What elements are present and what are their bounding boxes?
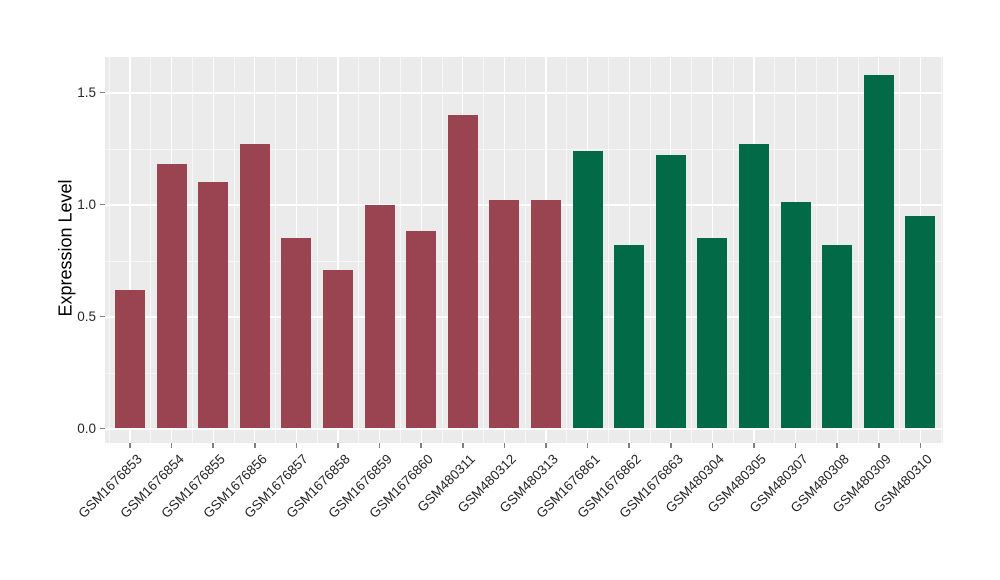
bar [905,215,936,429]
bar [156,164,187,429]
gridline-minor-x [732,57,734,443]
bar [739,144,769,429]
x-axis-tick [420,443,422,448]
bar [572,150,603,429]
bar [780,202,811,429]
bar [281,238,312,429]
gridline-minor-y [105,260,943,262]
x-axis-tick [378,443,381,448]
y-axis-tick [100,203,105,206]
x-axis-tick [462,443,464,448]
gridline-minor-x [358,57,360,443]
x-axis-tick [628,443,630,448]
bar [489,200,520,429]
gridline-major-y [105,427,943,430]
x-axis-tick [295,443,298,448]
bar [406,231,437,429]
bar [863,74,894,429]
gridline-minor-x [857,57,859,443]
gridline-minor-x [275,57,277,443]
x-axis-tick [503,443,506,448]
gridline-minor-x [108,57,110,443]
gridline-major-y [105,315,943,318]
gridline-major-x [337,57,339,443]
gridline-minor-x [524,57,526,443]
x-axis-tick [212,443,214,448]
y-axis-tick [100,91,105,94]
gridline-minor-x [483,57,485,443]
bar [614,244,645,429]
gridline-major-x [129,57,131,443]
gridline-minor-x [191,57,193,443]
gridline-minor-x [316,57,318,443]
x-axis-tick [129,443,131,448]
bar [447,114,478,429]
gridline-minor-y [105,148,943,150]
gridline-minor-x [815,57,817,443]
x-axis-tick [919,443,922,448]
gridline-major-y [105,203,943,206]
y-axis-tick [100,427,105,430]
gridline-minor-x [441,57,443,443]
plot-panel [105,57,943,443]
x-axis-tick [170,443,173,448]
x-axis-tick [878,443,880,448]
bar [198,182,229,429]
x-axis-tick [337,443,339,448]
bar [531,200,561,429]
x-axis-tick [711,443,714,448]
gridline-minor-x [691,57,693,443]
gridline-minor-x [399,57,401,443]
bar [822,244,853,429]
gridline-minor-x [566,57,568,443]
x-axis-tick [753,443,755,448]
gridline-minor-x [774,57,776,443]
bar [364,204,395,429]
bar [115,289,145,429]
y-axis-tick-label: 1.5 [77,84,96,100]
bar [239,144,270,429]
y-axis-tick-label: 1.0 [77,196,96,212]
x-axis-tick [794,443,797,448]
x-axis-tick [586,443,589,448]
y-axis-tick-label: 0.5 [77,308,96,324]
y-axis-tick [100,315,105,318]
bar [323,269,353,429]
gridline-minor-x [607,57,609,443]
x-axis-tick [254,443,256,448]
gridline-minor-x [150,57,152,443]
gridline-minor-x [649,57,651,443]
gridline-major-y [105,91,943,94]
x-axis-tick [670,443,672,448]
y-axis-tick-label: 0.0 [77,420,96,436]
gridline-minor-x [899,57,901,443]
x-axis-tick [836,443,838,448]
gridline-minor-x [940,57,942,443]
x-axis-tick [545,443,547,448]
gridline-minor-y [105,372,943,374]
bar [655,155,686,429]
gridline-minor-x [233,57,235,443]
bar [697,238,728,429]
